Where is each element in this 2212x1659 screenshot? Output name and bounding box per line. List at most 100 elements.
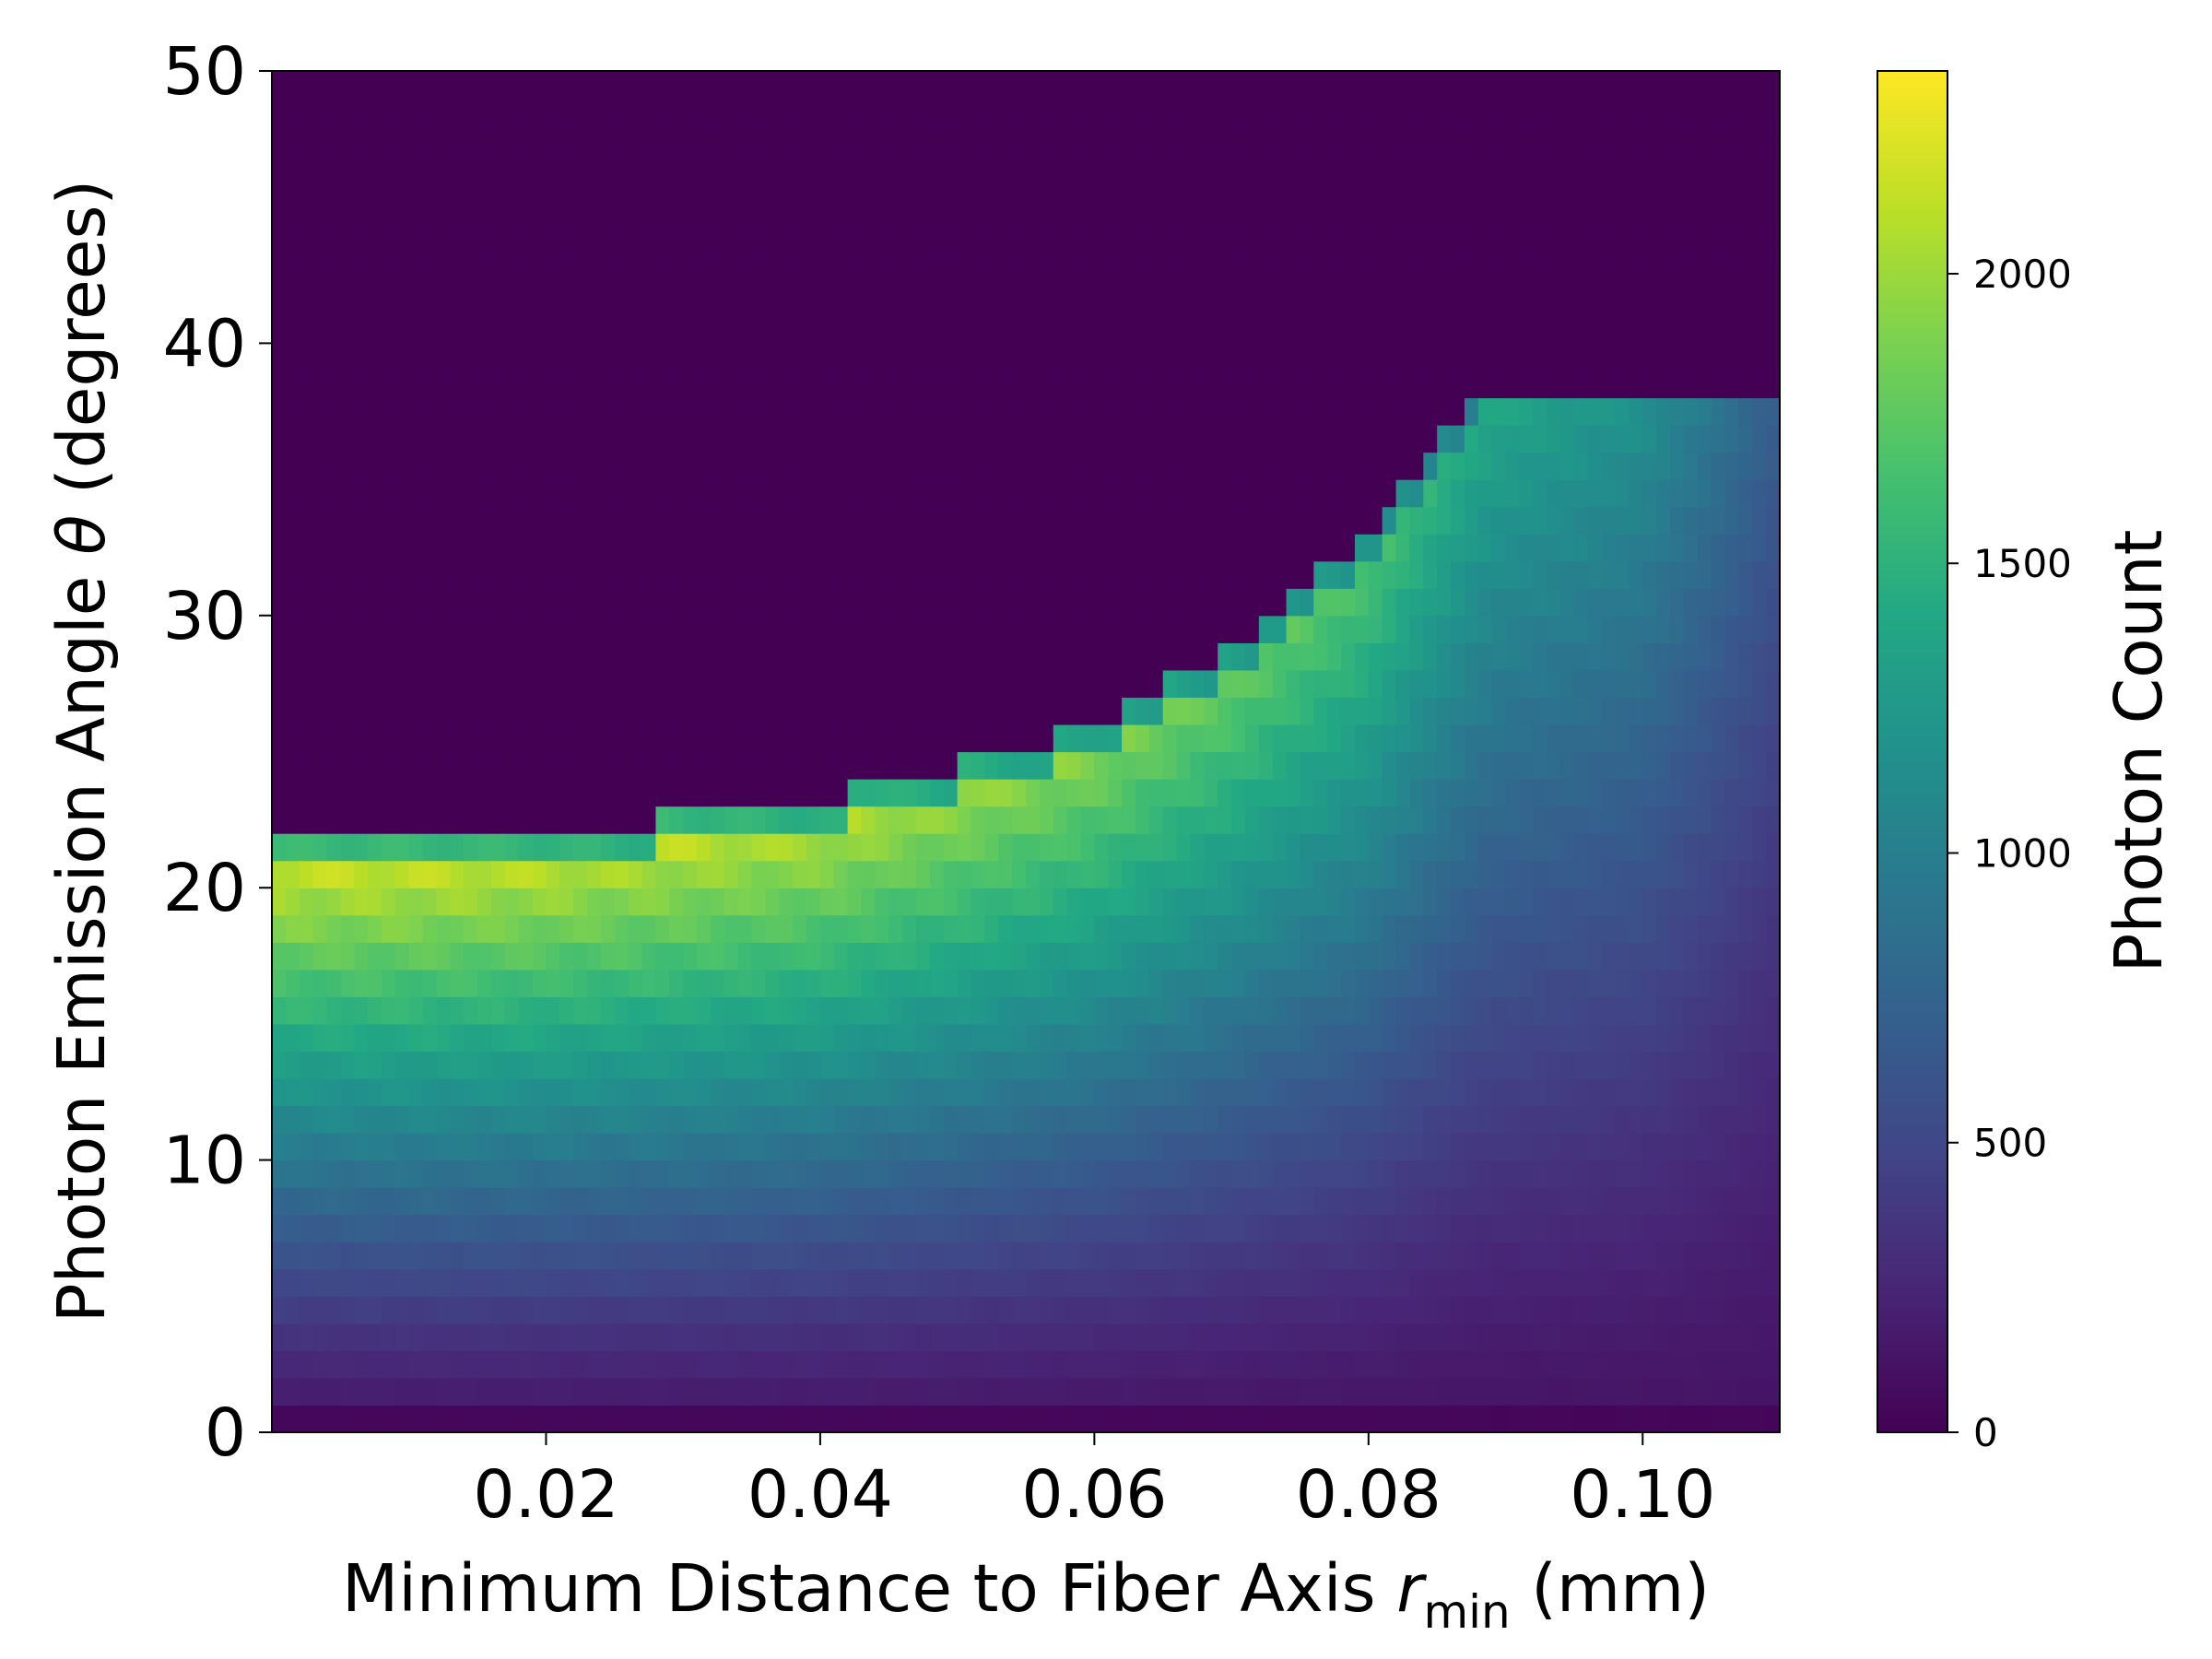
heatmap-cell <box>450 98 465 126</box>
heatmap-cell <box>1395 370 1411 399</box>
heatmap-cell <box>1327 1159 1342 1188</box>
heatmap-cell <box>655 315 670 344</box>
heatmap-cell <box>1094 71 1109 100</box>
heatmap-cell <box>861 206 876 235</box>
heatmap-cell <box>1231 779 1246 807</box>
heatmap-cell <box>655 860 670 888</box>
heatmap-cell <box>1108 315 1123 344</box>
heatmap-cell <box>875 888 889 916</box>
heatmap-cell <box>408 425 424 453</box>
heatmap-cell <box>1587 615 1603 643</box>
heatmap-cell <box>1300 1377 1314 1406</box>
heatmap-cell <box>1272 751 1288 780</box>
heatmap-cell <box>1012 1323 1027 1351</box>
heatmap-cell <box>1629 833 1643 862</box>
heatmap-cell <box>1204 152 1218 181</box>
heatmap-cell <box>751 1214 767 1242</box>
heatmap-cell <box>1080 288 1095 317</box>
heatmap-cell <box>1080 996 1095 1025</box>
heatmap-cell <box>1423 534 1438 562</box>
heatmap-cell <box>1053 315 1068 344</box>
heatmap-cell <box>1354 288 1370 317</box>
heatmap-cell <box>340 1268 355 1297</box>
heatmap-cell <box>916 1187 931 1216</box>
heatmap-cell <box>737 288 753 317</box>
heatmap-cell <box>1519 98 1534 126</box>
heatmap-cell <box>628 560 643 589</box>
heatmap-cell <box>724 779 739 807</box>
heatmap-cell <box>1286 206 1301 235</box>
heatmap-cell <box>532 996 547 1025</box>
heatmap-cell <box>1135 669 1150 699</box>
heatmap-cell <box>546 588 560 617</box>
heatmap-cell <box>1094 1214 1109 1242</box>
heatmap-cell <box>1437 343 1452 371</box>
heatmap-cell <box>697 833 712 862</box>
heatmap-cell <box>1341 642 1356 671</box>
heatmap-cell <box>1601 833 1617 862</box>
heatmap-cell <box>312 806 328 834</box>
heatmap-cell <box>1080 397 1095 426</box>
heatmap-cell <box>1080 751 1095 780</box>
heatmap-cell <box>1122 234 1136 263</box>
heatmap-cell <box>312 888 328 916</box>
heatmap-cell <box>697 969 712 997</box>
heatmap-cell <box>1244 206 1260 235</box>
heatmap-cell <box>1162 479 1178 508</box>
heatmap-cell <box>737 942 753 971</box>
heatmap-cell <box>929 888 945 916</box>
heatmap-cell <box>765 1077 780 1107</box>
heatmap-cell <box>1108 1023 1123 1053</box>
heatmap-cell <box>1313 1296 1328 1324</box>
heatmap-cell <box>1573 1405 1589 1433</box>
heatmap-cell <box>737 370 753 399</box>
heatmap-cell <box>1491 1296 1507 1324</box>
heatmap-cell <box>1533 452 1547 480</box>
heatmap-cell <box>354 1133 369 1161</box>
heatmap-cell <box>272 315 287 344</box>
heatmap-cell <box>1286 642 1301 671</box>
heatmap-cell <box>559 860 574 888</box>
heatmap-cell <box>1560 914 1575 943</box>
heatmap-cell <box>614 779 629 807</box>
heatmap-cell <box>806 751 821 780</box>
heatmap-cell <box>641 1023 657 1053</box>
heatmap-cell <box>724 888 739 916</box>
heatmap-cell <box>793 452 807 480</box>
heatmap-cell <box>272 397 287 426</box>
heatmap-cell <box>1409 261 1424 289</box>
heatmap-cell <box>1039 370 1054 399</box>
heatmap-cell <box>1491 370 1507 399</box>
heatmap-cell <box>1244 125 1260 154</box>
heatmap-cell <box>641 152 657 181</box>
heatmap-cell <box>998 642 1013 671</box>
heatmap-cell <box>683 1377 698 1406</box>
heatmap-cell <box>929 1350 945 1379</box>
heatmap-cell <box>1409 806 1424 834</box>
heatmap-cell <box>1519 261 1534 289</box>
heatmap-cell <box>1354 98 1370 126</box>
heatmap-cell <box>546 1077 560 1107</box>
heatmap-cell <box>1560 343 1575 371</box>
heatmap-cell <box>490 206 506 235</box>
heatmap-cell <box>504 751 520 780</box>
heatmap-cell <box>1122 1377 1136 1406</box>
heatmap-cell <box>1066 1323 1082 1351</box>
heatmap-cell <box>436 1323 451 1351</box>
heatmap-cell <box>833 1241 849 1270</box>
heatmap-cell <box>1313 615 1328 643</box>
heatmap-cell <box>861 751 876 780</box>
heatmap-cell <box>1464 343 1479 371</box>
heatmap-cell <box>422 206 438 235</box>
heatmap-cell <box>532 125 547 154</box>
heatmap-cell <box>1354 452 1370 480</box>
heatmap-cell <box>1053 152 1068 181</box>
heatmap-cell <box>929 1159 945 1188</box>
heatmap-cell <box>285 969 300 997</box>
heatmap-cell <box>1533 615 1547 643</box>
heatmap-cell <box>532 1296 547 1324</box>
heatmap-cell <box>285 534 300 562</box>
heatmap-cell <box>779 588 794 617</box>
heatmap-cell <box>285 1051 300 1079</box>
heatmap-cell <box>984 642 999 671</box>
